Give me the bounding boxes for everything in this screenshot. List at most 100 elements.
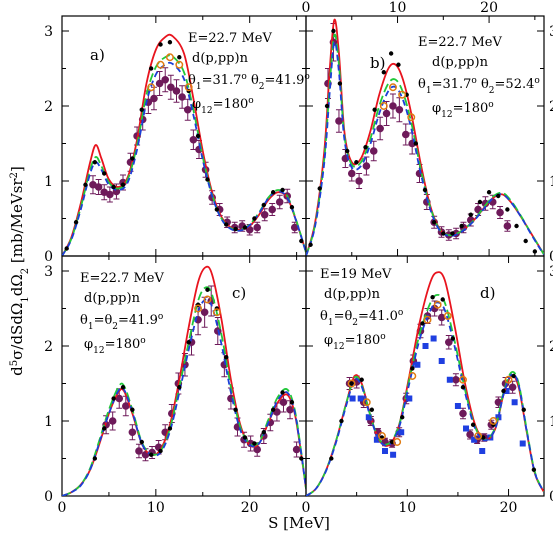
dotted-curve-point (331, 28, 336, 34)
x-axis-title: S [MeV] (268, 514, 330, 532)
dotted-curve-point (261, 202, 266, 208)
dotted-curve-point (299, 456, 304, 461)
open-circle-marker (165, 53, 174, 62)
open-circle-marker (184, 83, 193, 92)
data-point (496, 208, 504, 217)
data-point (178, 93, 186, 101)
annotation-reaction: d(p,pp)n (432, 55, 489, 70)
annotation-angles: θ1=31.7o θ2=41.9o (188, 72, 310, 92)
red-curve (62, 33, 306, 256)
y-tick-label-right: 2 (549, 339, 553, 355)
dotted-curve-point (148, 66, 154, 71)
dotted-curve-point (205, 287, 210, 292)
data-point (275, 198, 284, 206)
dotted-curve-point (481, 435, 486, 440)
dotted-curve-point (450, 231, 455, 236)
data-point (115, 394, 124, 403)
annotation-energy: E=22.7 MeV (188, 31, 272, 46)
dotted-curve-point (532, 249, 538, 254)
annotation-reaction: d(p,pp)n (192, 51, 249, 66)
dotted-curve-point (261, 430, 266, 435)
open-circle-marker (433, 300, 442, 309)
dotted-curve-point (111, 184, 116, 190)
y-tick-label-right: 0 (549, 489, 553, 505)
dotted-curve-point (329, 456, 334, 461)
dotted-curve-point (381, 70, 387, 75)
dotted-curve-point (363, 145, 368, 150)
dotted-curve-point (233, 407, 238, 412)
square-marker (454, 403, 461, 409)
data-point (376, 124, 384, 133)
data-point (172, 87, 181, 95)
open-circle-marker (347, 379, 356, 388)
data-point (253, 445, 261, 454)
dotted-curve-point (130, 156, 135, 161)
dotted-curve-point (511, 373, 516, 379)
y-tick-label: 1 (44, 174, 53, 190)
dotted-curve-point (167, 40, 173, 45)
x-tick-label: 0 (58, 500, 67, 516)
square-marker (406, 395, 413, 402)
data-point (445, 338, 453, 347)
dotted-curve-point (486, 190, 492, 195)
square-marker (357, 395, 364, 402)
dotted-curve-point (102, 171, 107, 176)
dotted-curve-point (73, 220, 79, 225)
dotted-curve-point (337, 81, 343, 86)
annotation-angles: θ1=θ2=41.9o (80, 312, 163, 332)
dotted-curve-point (289, 400, 295, 405)
open-circle-marker (362, 398, 371, 407)
dotted-curve-point (120, 385, 126, 390)
dotted-curve-point (459, 223, 464, 229)
blue-curve (306, 301, 544, 496)
open-circle-marker (459, 375, 467, 384)
plot-area (306, 271, 544, 496)
data-point (389, 102, 397, 110)
dotted-curve-point (195, 133, 201, 139)
plot-area (62, 33, 306, 256)
blue-curve (62, 298, 306, 496)
data-point (290, 223, 299, 232)
x-tick-label-top: 20 (480, 0, 498, 16)
dotted-curve-point (440, 297, 445, 302)
square-marker (479, 448, 486, 454)
panel-frame (305, 255, 545, 497)
dotted-curve-point (64, 246, 69, 251)
square-marker (463, 425, 470, 432)
data-point (279, 398, 288, 407)
annotation-energy: E=22.7 MeV (418, 35, 502, 50)
dotted-curve-point (400, 415, 405, 420)
open-circle-marker (389, 83, 397, 92)
data-point (161, 75, 170, 84)
dotted-curve-point (441, 231, 446, 236)
data-point (155, 79, 164, 88)
dotted-curve-point (389, 439, 395, 445)
data-point (292, 445, 301, 454)
y-tick-label-right: 3 (549, 24, 553, 40)
dotted-curve-point (252, 216, 257, 221)
annotation-phi: φ12=180o (192, 96, 254, 116)
dotted-curve-point (111, 396, 116, 401)
annotation-reaction: d(p,pp)n (84, 291, 141, 306)
dotted-curve-point (158, 448, 163, 454)
dotted-curve-point (139, 439, 144, 445)
open-circle-marker (156, 60, 165, 69)
data-point (459, 409, 467, 418)
dotted-curve-point (317, 186, 322, 191)
dotted-curve-point (450, 336, 456, 341)
y-axis-title: d5σ/dSdΩ1dΩ2 [mb/MeVsr2] (8, 166, 31, 376)
dotted-curve-point (468, 212, 473, 217)
dotted-curve-point (372, 107, 377, 112)
data-point (94, 183, 103, 191)
dotted-curve-point (158, 42, 163, 47)
data-point (122, 402, 130, 410)
y-tick-label: 0 (44, 489, 53, 505)
annotation-phi: φ12=180o (84, 336, 146, 356)
dotted-curve-point (477, 199, 483, 205)
annotation-energy: E=22.7 MeV (80, 271, 164, 286)
blue-curve (62, 61, 306, 256)
dotted-curve-point (205, 177, 210, 182)
data-point (268, 205, 277, 214)
dotted-curve-point (120, 182, 126, 187)
